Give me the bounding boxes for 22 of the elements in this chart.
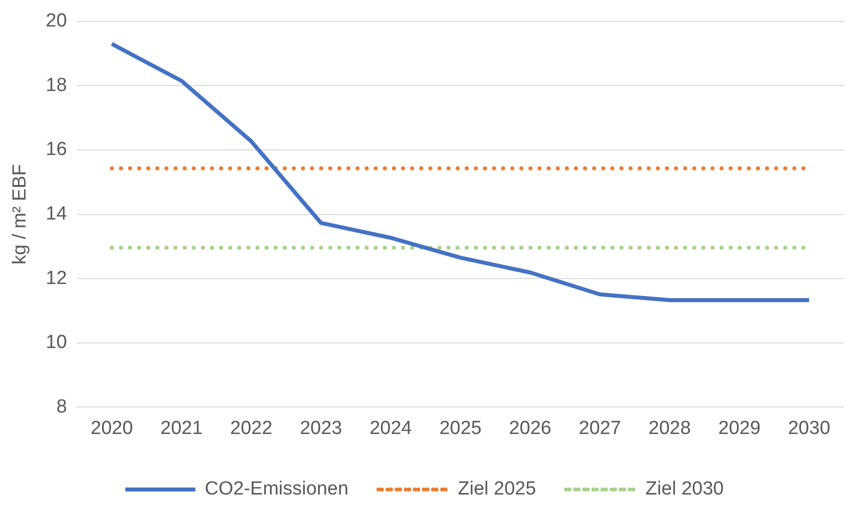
x-tick-label: 2027 — [578, 418, 622, 439]
y-axis-title: kg / m² EBF — [10, 164, 31, 264]
y-tick-label: 8 — [56, 396, 67, 418]
x-tick-label: 2028 — [648, 418, 691, 439]
x-tick-label: 2020 — [90, 418, 133, 439]
x-tick-label: 2024 — [370, 418, 412, 439]
x-tick-label: 2030 — [788, 418, 830, 439]
x-tick-label: 2026 — [509, 418, 552, 439]
x-tick-label: 2022 — [230, 418, 272, 439]
legend-label: Ziel 2025 — [458, 478, 536, 500]
legend-label: CO2-Emissionen — [204, 478, 348, 500]
y-tick-label: 14 — [46, 204, 68, 225]
y-tick-label: 20 — [46, 10, 67, 32]
x-tick-label: 2021 — [160, 418, 203, 439]
y-tick-label: 16 — [46, 139, 67, 160]
x-tick-label: 2025 — [439, 418, 482, 439]
legend-label: Ziel 2030 — [646, 478, 724, 500]
x-tick-label: 2023 — [300, 418, 342, 439]
x-tick-label: 2029 — [718, 418, 761, 439]
y-tick-label: 10 — [46, 332, 67, 354]
y-tick-label: 18 — [46, 74, 67, 96]
y-tick-label: 12 — [46, 268, 67, 289]
